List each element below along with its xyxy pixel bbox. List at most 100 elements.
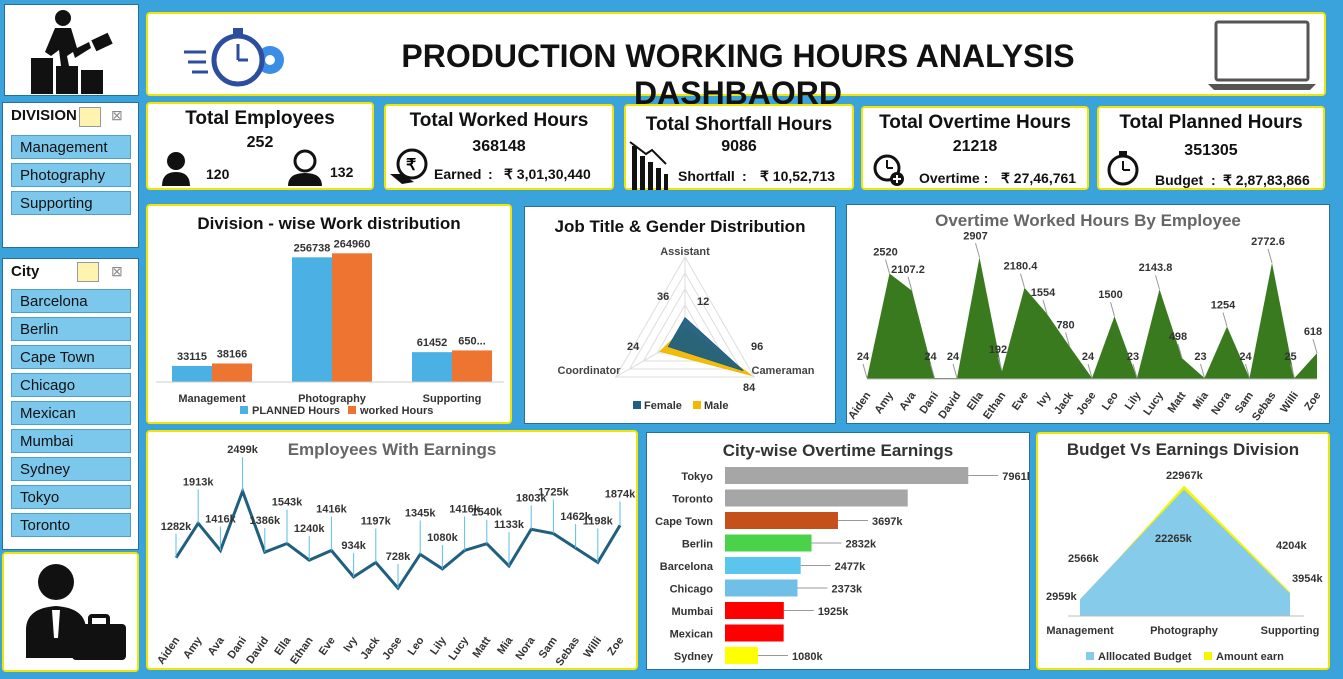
data-label: 2520 [873, 246, 897, 258]
bar [725, 647, 758, 664]
businessman-icon [26, 564, 126, 660]
radar-grid [628, 272, 742, 370]
city-slicer: City ⊠ Barcelona Berlin Cape Town Chicag… [2, 258, 139, 550]
city-item-barcelona[interactable]: Barcelona [11, 289, 131, 313]
leader-line [1290, 363, 1295, 379]
data-label: 22265k [1155, 533, 1193, 545]
category-label: Photography [298, 393, 367, 405]
data-label: 1254 [1211, 299, 1236, 311]
leader-line [952, 363, 958, 379]
category-label: Mumbai [671, 606, 713, 618]
budget-earnings-chart: Budget Vs Earnings Division 2959k 22265k 3… [1036, 432, 1330, 670]
city-item-berlin[interactable]: Berlin [11, 317, 131, 341]
data-label: 2566k [1068, 553, 1099, 565]
overtime-amount: ₹ 27,46,761 [1001, 170, 1077, 186]
data-label: 1197k [361, 515, 392, 527]
data-label: 2772.6 [1251, 236, 1285, 248]
data-label: 1080k [792, 651, 823, 663]
stopwatch-icon [1107, 151, 1139, 186]
leader-line [1267, 248, 1273, 264]
bar [725, 602, 784, 619]
category-label: Matt [1166, 390, 1189, 416]
data-label: 24 [947, 351, 960, 363]
leader-line [862, 363, 868, 379]
data-label: 22967k [1166, 470, 1204, 482]
division-item-management[interactable]: Management [11, 135, 131, 159]
budget-amount: ₹ 2,87,83,866 [1223, 172, 1310, 188]
category-label: Jose [1074, 390, 1098, 417]
bar [212, 363, 252, 382]
data-label: 4204k [1276, 540, 1307, 552]
leader-line [930, 363, 935, 379]
division-item-photography[interactable]: Photography [11, 163, 131, 187]
category-label: Mia [1191, 389, 1212, 412]
clear-filter-icon[interactable]: ⊠ [111, 107, 123, 123]
bar [725, 557, 801, 574]
category-label: Ivy [341, 634, 360, 654]
legend-label-earn: Amount earn [1216, 651, 1284, 663]
data-label: 96 [751, 341, 763, 353]
data-label: 1416k [449, 503, 480, 515]
female-count: 120 [206, 166, 230, 182]
category-label: Aiden [155, 635, 183, 667]
leader-line [1065, 332, 1070, 347]
data-label: 780 [1056, 319, 1074, 331]
data-label: 1803k [516, 492, 547, 504]
city-item-cape-town[interactable]: Cape Town [11, 345, 131, 369]
category-label: Amy [872, 389, 896, 416]
bar [452, 350, 492, 382]
leader-line [1042, 299, 1048, 315]
shortfall-colon: : [742, 168, 747, 184]
data-label: 2832k [846, 539, 877, 551]
kpi-total-worked-hours: Total Worked Hours 368148 ₹ Earned : ₹ 3… [384, 104, 614, 190]
category-label: Management [1046, 625, 1114, 637]
multi-select-icon[interactable] [77, 262, 99, 282]
leader-line [1155, 275, 1160, 290]
clear-filter-icon[interactable]: ⊠ [111, 263, 123, 279]
city-item-mumbai[interactable]: Mumbai [11, 429, 131, 453]
data-label: 1080k [427, 532, 458, 544]
data-label: 1386k [250, 515, 281, 527]
bar [725, 534, 812, 552]
data-label: 1540k [472, 507, 503, 519]
data-label: 23 [1194, 351, 1206, 363]
leader-line [1222, 312, 1228, 327]
leader-line [885, 259, 890, 274]
category-label: Nora [1209, 389, 1234, 417]
data-label: 2143.8 [1139, 262, 1173, 274]
job-gender-chart: Job Title & Gender Distribution Assistan… [524, 206, 836, 424]
category-label: Sebas [1250, 390, 1278, 423]
leader-line [997, 356, 1003, 372]
earned-amount: ₹ 3,01,30,440 [504, 166, 591, 182]
legend-swatch-worked [348, 406, 356, 414]
legend-swatch-male [693, 401, 701, 409]
legend-label-female: Female [644, 400, 682, 412]
data-label: 84 [743, 382, 756, 394]
city-item-tokyo[interactable]: Tokyo [11, 485, 131, 509]
bar [332, 253, 372, 382]
radar-svg: Assistant Cameraman Coordinator 12 36 96 84 24 F… [558, 246, 815, 412]
category-label: Sydney [674, 651, 714, 663]
leader-line [907, 276, 913, 291]
multi-select-icon[interactable] [79, 107, 101, 127]
data-label: 192 [989, 344, 1007, 356]
legend-swatch-female [633, 401, 641, 409]
division-item-supporting[interactable]: Supporting [11, 191, 131, 215]
city-item-mexican[interactable]: Mexican [11, 401, 131, 425]
bar [725, 489, 908, 507]
svg-text:₹: ₹ [406, 157, 416, 174]
city-item-chicago[interactable]: Chicago [11, 373, 131, 397]
category-label: Toronto [672, 494, 713, 506]
data-label: 1554 [1031, 287, 1056, 299]
data-label: 36 [657, 291, 669, 303]
overtime-area [867, 257, 1317, 379]
city-item-sydney[interactable]: Sydney [11, 457, 131, 481]
employee-earnings-chart: Employees With Earnings 1282k Aiden 1913k A… [146, 430, 638, 670]
leader-line [1110, 302, 1115, 317]
kpi-total-planned-hours: Total Planned Hours 351305 Budget : ₹ 2,… [1097, 106, 1325, 190]
leader-line [1312, 338, 1318, 354]
climbing-logo-panel [4, 4, 139, 96]
city-item-toronto[interactable]: Toronto [11, 513, 131, 537]
data-label: 2107.2 [891, 264, 925, 276]
declining-chart-icon [629, 141, 668, 190]
